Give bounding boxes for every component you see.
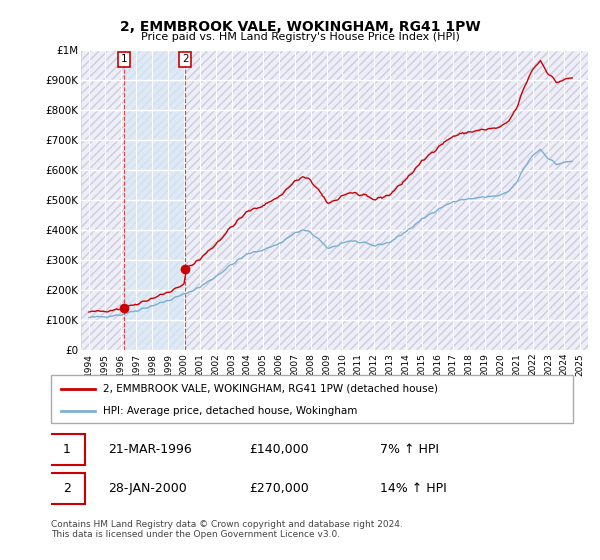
Text: 2: 2 xyxy=(182,54,188,64)
Text: 2, EMMBROOK VALE, WOKINGHAM, RG41 1PW: 2, EMMBROOK VALE, WOKINGHAM, RG41 1PW xyxy=(119,20,481,34)
Text: 2, EMMBROOK VALE, WOKINGHAM, RG41 1PW (detached house): 2, EMMBROOK VALE, WOKINGHAM, RG41 1PW (d… xyxy=(103,384,438,394)
Text: 14% ↑ HPI: 14% ↑ HPI xyxy=(380,482,446,496)
Text: £270,000: £270,000 xyxy=(250,482,309,496)
Text: HPI: Average price, detached house, Wokingham: HPI: Average price, detached house, Woki… xyxy=(103,406,358,416)
Text: 7% ↑ HPI: 7% ↑ HPI xyxy=(380,443,439,456)
Text: 2: 2 xyxy=(63,482,71,496)
Text: £140,000: £140,000 xyxy=(250,443,309,456)
Text: Price paid vs. HM Land Registry's House Price Index (HPI): Price paid vs. HM Land Registry's House … xyxy=(140,32,460,43)
Text: Contains HM Land Registry data © Crown copyright and database right 2024.
This d: Contains HM Land Registry data © Crown c… xyxy=(51,520,403,539)
Text: 1: 1 xyxy=(63,443,71,456)
Text: 1: 1 xyxy=(121,54,127,64)
Text: 28-JAN-2000: 28-JAN-2000 xyxy=(109,482,187,496)
Bar xyxy=(124,50,185,350)
FancyBboxPatch shape xyxy=(49,434,85,465)
Text: 21-MAR-1996: 21-MAR-1996 xyxy=(109,443,192,456)
FancyBboxPatch shape xyxy=(49,473,85,505)
